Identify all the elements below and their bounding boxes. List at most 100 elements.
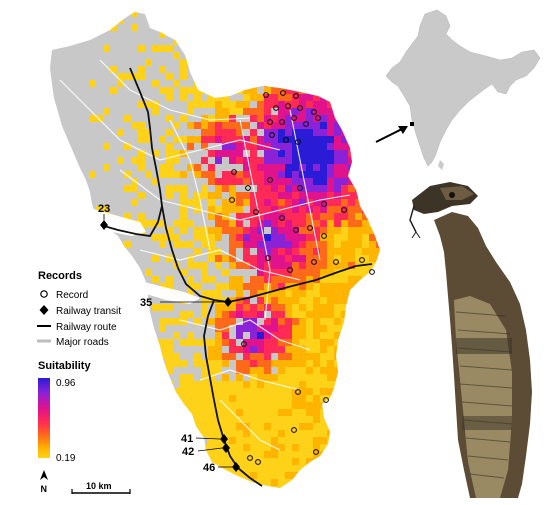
raster-cell bbox=[138, 367, 145, 374]
raster-cell bbox=[229, 59, 236, 66]
raster-cell bbox=[194, 136, 201, 143]
raster-cell bbox=[341, 304, 348, 311]
raster-cell bbox=[250, 304, 257, 311]
raster-cell bbox=[131, 423, 138, 430]
raster-cell bbox=[306, 213, 313, 220]
raster-cell bbox=[250, 437, 257, 444]
raster-cell bbox=[278, 367, 285, 374]
raster-cell bbox=[278, 444, 285, 451]
raster-cell bbox=[229, 430, 236, 437]
raster-cell bbox=[362, 143, 369, 150]
raster-cell bbox=[257, 164, 264, 171]
raster-cell bbox=[222, 360, 229, 367]
raster-cell bbox=[187, 108, 194, 115]
raster-cell bbox=[278, 248, 285, 255]
raster-cell bbox=[376, 59, 380, 66]
raster-cell bbox=[145, 409, 152, 416]
raster-cell bbox=[348, 199, 355, 206]
raster-cell bbox=[131, 374, 138, 381]
raster-cell bbox=[208, 87, 215, 94]
raster-cell bbox=[327, 12, 334, 17]
raster-cell bbox=[208, 136, 215, 143]
raster-cell bbox=[327, 234, 334, 241]
raster-cell bbox=[320, 367, 327, 374]
raster-cell bbox=[355, 290, 362, 297]
raster-cell bbox=[362, 374, 369, 381]
raster-cell bbox=[320, 178, 327, 185]
raster-cell bbox=[180, 339, 187, 346]
raster-cell bbox=[299, 353, 306, 360]
raster-cell bbox=[327, 318, 334, 325]
raster-cell bbox=[278, 108, 285, 115]
raster-cell bbox=[313, 115, 320, 122]
raster-cell bbox=[173, 402, 180, 409]
raster-cell bbox=[320, 486, 327, 488]
raster-cell bbox=[222, 458, 229, 465]
raster-cell bbox=[292, 367, 299, 374]
raster-cell bbox=[215, 234, 222, 241]
raster-cell bbox=[285, 185, 292, 192]
north-arrow-label: N bbox=[41, 484, 48, 494]
india-inset-map bbox=[375, 9, 541, 170]
raster-cell bbox=[341, 346, 348, 353]
raster-cell bbox=[208, 402, 215, 409]
raster-cell bbox=[285, 87, 292, 94]
raster-cell bbox=[341, 80, 348, 87]
raster-cell bbox=[236, 192, 243, 199]
raster-cell bbox=[376, 17, 380, 24]
raster-cell bbox=[376, 486, 380, 488]
raster-cell bbox=[208, 101, 215, 108]
raster-cell bbox=[362, 276, 369, 283]
raster-cell bbox=[334, 290, 341, 297]
raster-cell bbox=[292, 311, 299, 318]
raster-cell bbox=[292, 80, 299, 87]
raster-cell bbox=[320, 129, 327, 136]
raster-cell bbox=[229, 479, 236, 486]
raster-cell bbox=[229, 395, 236, 402]
raster-cell bbox=[299, 325, 306, 332]
raster-cell bbox=[285, 486, 292, 488]
raster-cell bbox=[341, 136, 348, 143]
raster-cell bbox=[313, 430, 320, 437]
raster-cell bbox=[369, 458, 376, 465]
raster-cell bbox=[278, 262, 285, 269]
raster-cell bbox=[145, 437, 152, 444]
raster-cell bbox=[362, 269, 369, 276]
raster-cell bbox=[208, 451, 215, 458]
raster-cell bbox=[96, 115, 103, 122]
raster-cell bbox=[292, 199, 299, 206]
raster-cell bbox=[257, 199, 264, 206]
raster-cell bbox=[376, 262, 380, 269]
raster-cell bbox=[166, 402, 173, 409]
raster-cell bbox=[180, 199, 187, 206]
raster-cell bbox=[376, 24, 380, 31]
raster-cell bbox=[320, 444, 327, 451]
raster-cell bbox=[341, 185, 348, 192]
raster-cell bbox=[257, 381, 264, 388]
raster-cell bbox=[320, 472, 327, 479]
raster-cell bbox=[348, 479, 355, 486]
raster-cell bbox=[145, 493, 152, 500]
raster-cell bbox=[299, 472, 306, 479]
raster-cell bbox=[369, 353, 376, 360]
raster-cell bbox=[341, 129, 348, 136]
north-arrow: N bbox=[40, 470, 48, 494]
raster-cell bbox=[271, 304, 278, 311]
raster-cell bbox=[103, 269, 110, 276]
raster-cell bbox=[159, 318, 166, 325]
raster-cell bbox=[166, 171, 173, 178]
raster-cell bbox=[369, 227, 376, 234]
raster-cell bbox=[285, 290, 292, 297]
raster-cell bbox=[341, 458, 348, 465]
raster-cell bbox=[96, 430, 103, 437]
raster-cell bbox=[166, 493, 173, 500]
raster-cell bbox=[320, 297, 327, 304]
raster-cell bbox=[341, 269, 348, 276]
raster-cell bbox=[194, 395, 201, 402]
raster-cell bbox=[173, 150, 180, 157]
raster-cell bbox=[271, 472, 278, 479]
raster-cell bbox=[124, 269, 131, 276]
raster-cell bbox=[369, 416, 376, 423]
record-circle bbox=[287, 267, 293, 273]
raster-cell bbox=[138, 220, 145, 227]
